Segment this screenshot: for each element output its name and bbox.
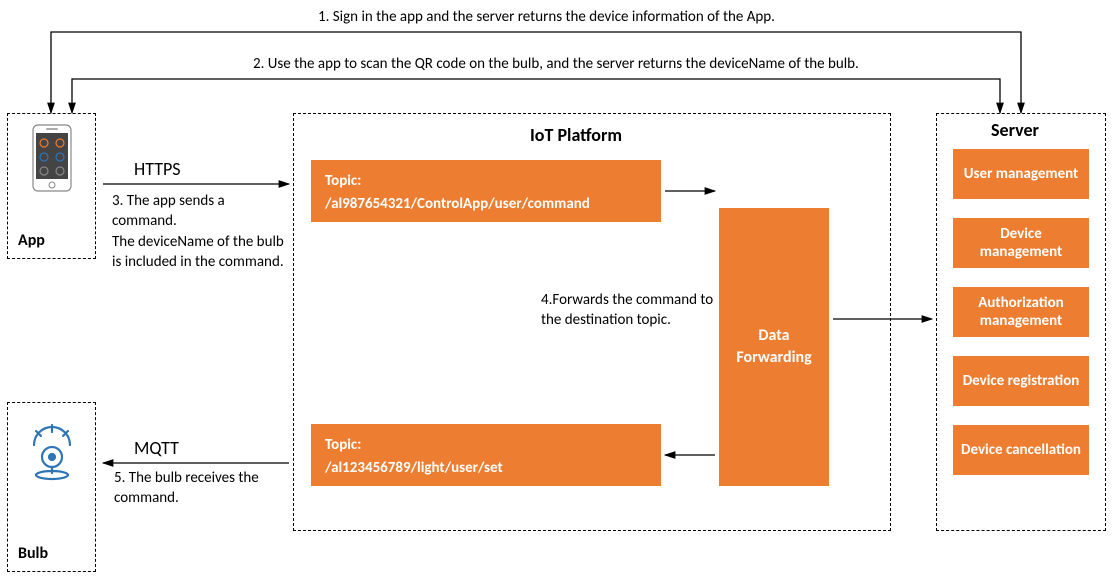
topic-1-prefix: Topic:	[325, 172, 361, 190]
app-node: App	[7, 113, 96, 259]
bulb-label: Bulb	[18, 544, 48, 563]
server-item-3: Device registration	[953, 356, 1089, 406]
step-4-text: 4.Forwards the command to the destinatio…	[541, 290, 719, 331]
iot-platform-title: IoT Platform	[530, 124, 622, 146]
topic-2-box: Topic: /al123456789/light/user/set	[311, 424, 661, 486]
app-label: App	[18, 231, 45, 250]
phone-icon	[32, 124, 72, 192]
step-2-text: 2. Use the app to scan the QR code on th…	[253, 55, 859, 73]
topic-1-path: /al987654321/ControlApp/user/command	[325, 195, 590, 213]
server-item-1: Device management	[953, 218, 1089, 268]
https-label: HTTPS	[134, 158, 181, 180]
step-3-text: 3. The app sends a command.The deviceNam…	[112, 191, 290, 272]
topic-1-box: Topic: /al987654321/ControlApp/user/comm…	[311, 160, 661, 222]
bulb-node: Bulb	[7, 402, 96, 572]
topic-2-path: /al123456789/light/user/set	[325, 459, 503, 477]
server-title: Server	[991, 119, 1039, 141]
bulb-icon	[22, 421, 82, 481]
topic-2-prefix: Topic:	[325, 436, 361, 454]
server-item-4: Device cancellation	[953, 425, 1089, 475]
server-item-0: User management	[953, 149, 1089, 199]
mqtt-label: MQTT	[134, 437, 179, 459]
server-item-2: Authorization management	[953, 287, 1089, 337]
step-1-text: 1. Sign in the app and the server return…	[318, 8, 775, 26]
step-5-text: 5. The bulb receives the command.	[114, 468, 284, 509]
data-forwarding-box: Data Forwarding	[719, 208, 829, 486]
